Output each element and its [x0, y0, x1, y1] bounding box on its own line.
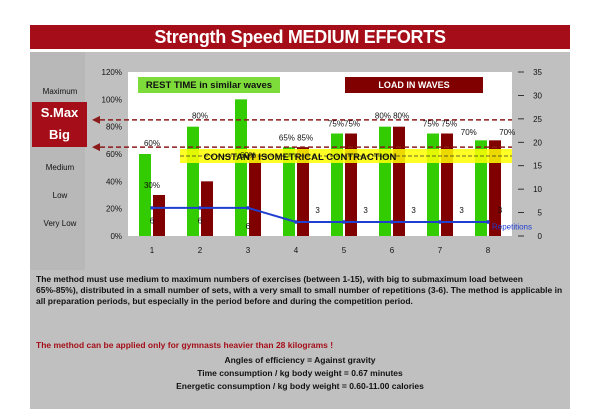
repetitions-point: [438, 220, 442, 224]
bar-load: [441, 133, 453, 236]
right-tick-label: 5: [538, 209, 543, 218]
legend-rest-label: REST TIME in similar waves: [146, 80, 272, 91]
load-arrow-marker: [92, 115, 100, 124]
x-tick-label: 1: [150, 246, 155, 255]
level-big: Big: [49, 127, 70, 142]
data-label: 3: [411, 206, 416, 215]
data-label: 65% 85%: [279, 133, 313, 142]
bar-rest-time: [139, 154, 151, 236]
left-tick-label: 100%: [102, 95, 122, 104]
repetitions-line: [152, 206, 488, 223]
stat-energy: Energetic consumption / kg body weight =…: [176, 381, 424, 391]
bar-load: [393, 126, 405, 236]
contraction-label: CONSTANT ISOMETRICAL CONTRACTION: [204, 152, 397, 163]
bar-rest-time: [331, 133, 343, 236]
left-tick-label: 60%: [106, 150, 122, 159]
left-tick-label: 20%: [106, 205, 122, 214]
level-very-low: Very Low: [43, 219, 77, 228]
x-tick-label: 5: [342, 246, 347, 255]
legend-repetitions-label: Repetitions: [492, 223, 532, 232]
x-tick-label: 4: [294, 246, 299, 255]
stat-time: Time consumption / kg body weight = 0.67…: [197, 368, 403, 378]
left-tick-label: 40%: [106, 177, 122, 186]
page-title: Strength Speed MEDIUM EFFORTS: [30, 25, 570, 49]
left-tick-label: 0%: [110, 232, 122, 241]
level-maximum: Maximum: [42, 87, 78, 96]
data-label: 80%: [192, 111, 208, 120]
repetitions-point: [294, 220, 298, 224]
stat-angles: Angles of efficiency = Against gravity: [224, 355, 376, 365]
bar-load: [297, 147, 309, 236]
repetitions-point: [150, 206, 154, 210]
right-tick-label: 25: [533, 115, 542, 124]
repetitions-point: [390, 220, 394, 224]
data-label: 75%75%: [328, 120, 360, 129]
right-tick-label: 10: [533, 185, 542, 194]
x-tick-label: 2: [198, 246, 203, 255]
left-tick-label: 80%: [106, 123, 122, 132]
level-medium: Medium: [45, 163, 75, 172]
load-arrow-marker: [92, 143, 100, 152]
data-label: 80% 80%: [375, 111, 409, 120]
bar-load: [249, 154, 261, 236]
right-tick-label: 20: [533, 138, 542, 147]
repetitions-point: [486, 220, 490, 224]
method-description: The method must use medium to maximum nu…: [36, 274, 563, 306]
right-tick-label: 30: [533, 91, 542, 100]
left-tick-label: 120%: [102, 68, 122, 77]
bar-rest-time: [379, 126, 391, 236]
level-smax: S.Max: [40, 105, 79, 120]
legend-load-label: LOAD IN WAVES: [378, 80, 449, 90]
right-tick-label: 15: [533, 162, 542, 171]
repetitions-point: [198, 206, 202, 210]
data-label: 3: [459, 206, 464, 215]
legend-rest-box: [138, 77, 280, 93]
bar-load: [153, 195, 165, 236]
data-label: 3: [498, 206, 503, 215]
right-tick-label: 0: [538, 232, 543, 241]
x-tick-label: 8: [486, 246, 491, 255]
bar-load: [345, 133, 357, 236]
slide-panel: Maximum S.Max Big Medium Low Very Low 12…: [30, 52, 570, 409]
bar-rest-time: [235, 99, 247, 236]
bar-rest-time: [283, 147, 295, 236]
bar-load: [489, 140, 501, 236]
repetitions-point: [246, 206, 250, 210]
data-label: 6: [150, 217, 155, 226]
level-highlight-box: S.Max Big: [32, 102, 87, 147]
legend-load-box: [345, 77, 483, 93]
effort-level-sidebar: Maximum S.Max Big Medium Low Very Low: [30, 52, 87, 270]
x-tick-label: 7: [438, 246, 443, 255]
x-tick-label: 3: [246, 246, 251, 255]
data-label: 3: [315, 206, 320, 215]
right-tick-label: 35: [533, 68, 542, 77]
data-label: 70%: [461, 128, 477, 137]
bar-rest-time: [475, 140, 487, 236]
data-label: 30%: [144, 181, 160, 190]
data-label: 6: [246, 222, 251, 231]
weight-warning: The method can be applied only for gymna…: [36, 340, 334, 350]
data-label: 60%: [240, 151, 256, 160]
data-label: 70%: [499, 128, 515, 137]
data-label: 75% 75%: [423, 120, 457, 129]
bar-rest-time: [427, 133, 439, 236]
data-label: 6: [198, 217, 203, 226]
level-low: Low: [52, 191, 68, 200]
data-label: 60%: [144, 139, 160, 148]
data-label: 3: [363, 206, 368, 215]
repetitions-point: [342, 220, 346, 224]
x-tick-label: 6: [390, 246, 395, 255]
